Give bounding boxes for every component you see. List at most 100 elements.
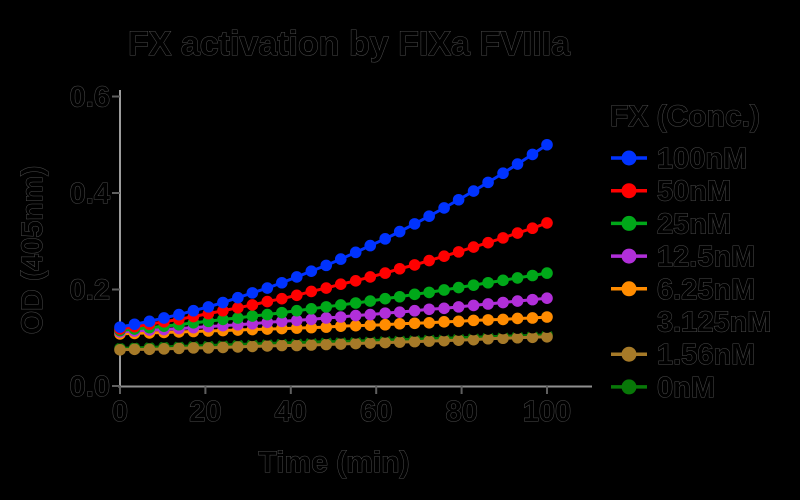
data-point <box>143 315 156 328</box>
legend-label: 25nM <box>657 208 731 240</box>
y-tick-label: 0.2 <box>70 275 110 307</box>
data-point <box>364 295 377 307</box>
data-point <box>290 339 303 352</box>
data-point <box>497 332 509 345</box>
legend-key-marker <box>621 183 637 199</box>
data-point <box>320 338 333 351</box>
x-tick-label: 100 <box>523 396 571 428</box>
data-point <box>526 312 539 324</box>
data-point <box>497 232 509 244</box>
legend-key-marker <box>621 346 637 362</box>
data-point <box>305 321 318 334</box>
data-point <box>423 254 435 267</box>
data-point <box>511 158 524 170</box>
data-point <box>334 253 347 265</box>
data-point <box>349 297 362 309</box>
data-point <box>467 185 480 197</box>
data-point <box>511 227 524 239</box>
data-point <box>452 315 465 328</box>
x-tick-label: 60 <box>360 396 392 428</box>
data-point <box>438 324 450 337</box>
data-point <box>438 316 450 328</box>
legend-label: 0nM <box>657 372 715 404</box>
data-point <box>232 312 244 324</box>
data-point <box>187 342 200 354</box>
y-axis-ticks: 0.0 0.2 0.4 0.6 <box>69 81 120 404</box>
data-point <box>393 290 406 303</box>
data-point <box>320 282 333 294</box>
data-point <box>452 281 465 294</box>
data-point <box>482 176 494 189</box>
legend-label: 6.25nM <box>657 274 755 306</box>
data-point <box>334 278 347 290</box>
data-point <box>202 342 215 354</box>
data-point <box>438 302 450 315</box>
data-point <box>438 202 450 214</box>
legend-key-marker <box>621 215 637 231</box>
x-axis-label: Time (min) <box>258 446 409 479</box>
data-point <box>423 335 435 347</box>
data-point <box>349 319 362 332</box>
data-point <box>305 303 318 315</box>
data-point <box>364 308 377 321</box>
data-point <box>408 218 421 230</box>
data-point <box>526 321 539 334</box>
data-point <box>482 314 494 326</box>
data-point <box>217 304 229 317</box>
data-point <box>246 299 259 311</box>
data-point <box>497 167 509 180</box>
data-point <box>143 343 156 356</box>
data-point <box>541 330 553 343</box>
data-point <box>320 321 333 333</box>
series-1.56nM <box>114 330 553 356</box>
legend-title: FX (Conc.) <box>610 100 760 133</box>
data-point <box>511 322 524 334</box>
data-point <box>364 239 377 252</box>
data-point <box>276 292 288 305</box>
data-point <box>497 313 509 326</box>
data-point <box>526 269 539 282</box>
data-point <box>305 285 318 298</box>
data-point <box>379 336 391 349</box>
data-point <box>452 246 465 258</box>
data-point <box>334 299 347 311</box>
data-point <box>114 344 126 356</box>
data-point <box>349 337 362 350</box>
legend-entry-6.25nM: 6.25nM <box>611 273 756 306</box>
data-point <box>187 304 200 317</box>
data-point <box>334 338 347 350</box>
data-point <box>217 341 229 354</box>
legend-entry-0nM: 0nM <box>611 371 716 404</box>
data-point <box>438 284 450 296</box>
legend-entry-12.5nM: 12.5nM <box>611 241 756 274</box>
data-point <box>261 308 274 321</box>
data-point <box>467 279 480 291</box>
data-point <box>173 308 185 321</box>
data-point <box>511 331 524 344</box>
data-point <box>246 340 259 353</box>
series-100nM <box>114 138 553 333</box>
data-point <box>467 299 480 312</box>
data-point <box>393 262 406 275</box>
data-point <box>482 276 494 289</box>
legend-key-marker <box>621 150 637 166</box>
data-point <box>290 289 303 302</box>
data-point <box>379 307 391 319</box>
data-point <box>526 293 539 306</box>
data-point <box>482 323 494 335</box>
data-point <box>511 295 524 307</box>
legend-entry-50nM: 50nM <box>611 175 732 208</box>
data-point <box>232 302 244 314</box>
y-tick-label: 0.4 <box>70 178 110 210</box>
data-point <box>364 271 377 283</box>
data-point <box>541 321 553 333</box>
data-point <box>232 341 244 353</box>
data-point <box>305 313 318 326</box>
data-point <box>511 312 524 325</box>
data-point <box>261 282 274 294</box>
legend-label: 3.125nM <box>657 307 771 339</box>
data-point <box>305 339 318 351</box>
data-point <box>232 291 244 304</box>
data-point <box>423 286 435 299</box>
